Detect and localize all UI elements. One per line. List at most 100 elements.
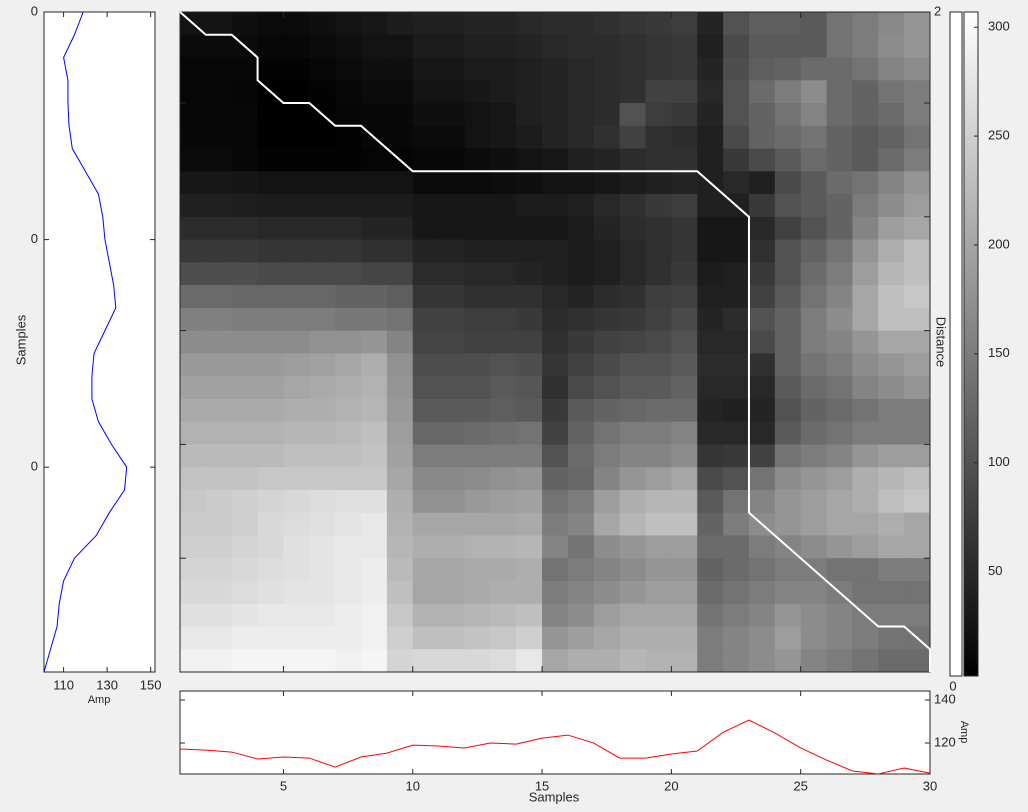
heatmap-cell xyxy=(516,603,543,627)
heatmap-cell xyxy=(567,330,595,354)
heatmap-cell xyxy=(671,57,698,81)
heatmap-cell xyxy=(567,12,595,36)
heatmap-cell xyxy=(335,489,362,514)
heatmap-cell xyxy=(386,307,414,332)
y-tick-label: 0 xyxy=(31,3,38,18)
heatmap-cell xyxy=(180,125,207,150)
heatmap-cell xyxy=(748,376,776,400)
heatmap-cell xyxy=(180,171,207,195)
heatmap-cell xyxy=(774,558,802,582)
heatmap-cell xyxy=(516,444,543,468)
heatmap-cell xyxy=(335,421,362,445)
heatmap-cell xyxy=(593,171,621,195)
heatmap-cell xyxy=(645,125,672,150)
heatmap-cell xyxy=(516,285,543,309)
heatmap-cell xyxy=(257,649,284,673)
heatmap-cell xyxy=(878,558,905,582)
heatmap-cell xyxy=(412,398,440,423)
heatmap-cell xyxy=(464,171,491,195)
y-tick-label: 0 xyxy=(31,459,38,474)
heatmap-cell xyxy=(257,285,284,309)
heatmap-cell xyxy=(826,467,853,491)
heatmap-cell xyxy=(386,330,414,354)
heatmap-cell xyxy=(542,489,569,514)
heatmap-cell xyxy=(748,285,776,309)
heatmap-cell xyxy=(852,171,879,195)
heatmap-cell xyxy=(619,307,647,332)
heatmap-cell xyxy=(852,376,879,400)
heatmap-cell xyxy=(800,421,828,445)
heatmap-cell xyxy=(619,353,647,377)
heatmap-cell xyxy=(748,148,776,172)
heatmap-cell xyxy=(257,398,284,423)
heatmap-cell xyxy=(257,353,284,377)
heatmap-cell xyxy=(361,216,388,241)
heatmap-cell xyxy=(542,216,569,241)
heatmap-cell xyxy=(852,34,879,59)
heatmap-cell xyxy=(464,353,491,377)
heatmap-cell xyxy=(335,330,362,354)
heatmap-cell xyxy=(878,194,905,218)
heatmap-cell xyxy=(516,34,543,59)
heatmap-cell xyxy=(205,580,233,605)
heatmap-cell xyxy=(464,125,491,150)
heatmap-cell xyxy=(619,603,647,627)
heatmap-cell xyxy=(309,171,336,195)
heatmap-cell xyxy=(412,307,440,332)
heatmap-cell xyxy=(645,148,672,172)
heatmap-cell xyxy=(542,353,569,377)
heatmap-cell xyxy=(464,649,491,673)
heatmap-cell xyxy=(619,398,647,423)
heatmap-cell xyxy=(257,421,284,445)
heatmap-cell xyxy=(464,57,491,81)
heatmap-cell xyxy=(516,558,543,582)
heatmap-cell xyxy=(309,125,336,150)
heatmap-cell xyxy=(645,603,672,627)
heatmap-cell xyxy=(438,194,465,218)
heatmap-cell xyxy=(697,558,724,582)
heatmap-cell xyxy=(412,512,440,536)
heatmap-cell xyxy=(361,148,388,172)
heatmap-cell xyxy=(464,262,491,286)
heatmap-cell xyxy=(723,649,750,673)
heatmap-cell xyxy=(283,103,310,127)
heatmap-cell xyxy=(180,103,207,127)
heatmap-cell xyxy=(645,376,672,400)
heatmap-cell xyxy=(826,330,853,354)
heatmap-cell xyxy=(671,125,698,150)
heatmap-cell xyxy=(490,353,517,377)
heatmap-cell xyxy=(774,80,802,104)
heatmap-cell xyxy=(723,262,750,286)
heatmap-cell xyxy=(490,330,517,354)
heatmap-cell xyxy=(619,580,647,605)
heatmap-cell xyxy=(671,330,698,354)
heatmap-cell xyxy=(774,444,802,468)
heatmap-cell xyxy=(257,330,284,354)
heatmap-cell xyxy=(309,353,336,377)
heatmap-cell xyxy=(878,444,905,468)
heatmap-cell xyxy=(645,512,672,536)
heatmap-cell xyxy=(283,376,310,400)
heatmap-cell xyxy=(723,330,750,354)
heatmap-cell xyxy=(231,216,259,241)
heatmap-cell xyxy=(904,239,931,263)
heatmap-cell xyxy=(361,307,388,332)
heatmap-cell xyxy=(619,649,647,673)
heatmap-cell xyxy=(826,148,853,172)
heatmap-cell xyxy=(516,307,543,332)
heatmap-cell xyxy=(567,535,595,559)
heatmap-cell xyxy=(904,12,931,36)
heatmap-cell xyxy=(593,649,621,673)
heatmap-cell xyxy=(283,330,310,354)
heatmap-cell xyxy=(723,285,750,309)
heatmap-cell xyxy=(852,239,879,263)
heatmap-cell xyxy=(412,239,440,263)
heatmap-cell xyxy=(231,125,259,150)
heatmap-cell xyxy=(748,626,776,650)
heatmap-cell xyxy=(567,125,595,150)
heatmap-cell xyxy=(180,330,207,354)
heatmap-cell xyxy=(309,444,336,468)
heatmap-cell xyxy=(619,57,647,81)
heatmap-cell xyxy=(412,558,440,582)
heatmap-cell xyxy=(748,444,776,468)
